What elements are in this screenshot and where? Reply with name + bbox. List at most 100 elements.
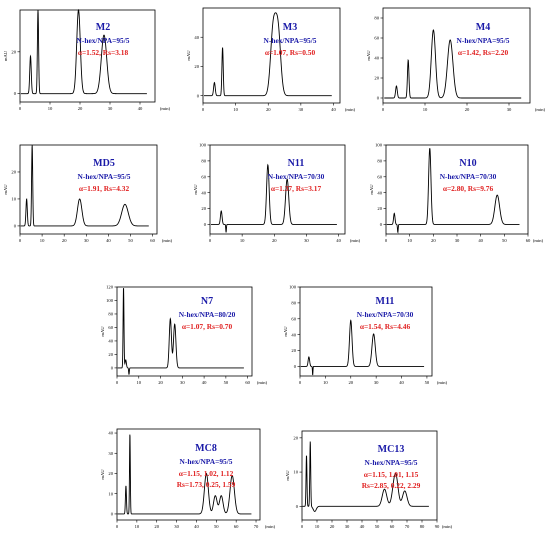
mobile-phase: N-hex/NPA=70/30	[357, 310, 414, 319]
x-tick-label: 10	[315, 524, 320, 529]
x-tick-label: 0	[19, 106, 22, 111]
x-tick-label: 20	[266, 107, 271, 112]
column-name: N11	[288, 158, 305, 169]
mobile-phase: N-hex/NPA=95/5	[365, 458, 418, 467]
separation-metrics: α=1.91, Rs=4.32	[79, 184, 130, 193]
x-tick-label: 20	[431, 238, 436, 243]
y-tick-label: 20	[201, 206, 206, 211]
x-tick-label: 10	[135, 524, 140, 529]
x-tick-label: 10	[323, 380, 328, 385]
y-tick-label: 80	[377, 158, 382, 163]
y-tick-label: 20	[291, 348, 296, 353]
x-axis-label: (min)	[533, 238, 544, 243]
x-tick-label: 10	[48, 106, 53, 111]
separation-metrics: α=1.07, Rs=0.50	[265, 48, 316, 57]
y-tick-label: 40	[194, 35, 199, 40]
column-name: MC13	[378, 444, 405, 455]
y-axis-label: mAU	[100, 469, 105, 480]
plot-frame	[116, 286, 253, 377]
y-tick-label: 20	[293, 435, 298, 440]
x-tick-label: 0	[116, 380, 119, 385]
x-tick-label: 70	[254, 524, 259, 529]
y-tick-label: 40	[108, 339, 113, 344]
plot-frame	[116, 428, 261, 521]
x-tick-label: 50	[375, 524, 380, 529]
y-tick-label: 0	[204, 222, 207, 227]
x-axis-label: (min)	[535, 107, 546, 112]
column-name: M4	[476, 22, 490, 33]
chromatogram-trace	[300, 319, 425, 376]
x-tick-label: 0	[299, 380, 302, 385]
y-tick-label: 0	[377, 96, 380, 101]
mobile-phase: N-hex/NPA=70/30	[440, 172, 497, 181]
x-tick-label: 40	[202, 380, 207, 385]
x-tick-label: 10	[240, 238, 245, 243]
chromatogram-trace	[117, 288, 244, 375]
x-axis-label: (min)	[257, 380, 268, 385]
y-tick-label: 80	[201, 158, 206, 163]
x-tick-label: 20	[78, 106, 83, 111]
y-tick-label: 20	[377, 206, 382, 211]
y-tick-label: 120	[106, 285, 114, 290]
x-tick-label: 40	[106, 238, 111, 243]
column-name: M3	[283, 22, 297, 33]
y-axis-label: mAU	[3, 50, 8, 61]
x-tick-label: 20	[465, 107, 470, 112]
x-tick-label: 30	[374, 380, 379, 385]
x-tick-label: 0	[116, 524, 119, 529]
y-tick-label: 20	[194, 64, 199, 69]
x-tick-label: 30	[299, 107, 304, 112]
chromatogram-mc8: 0 10 20 30 40 50 60 70 (min) 0 10 20 30 40 mAU MC8 N-hex…	[100, 428, 276, 529]
separation-metrics: α=2.80, Rs=9.76	[443, 184, 494, 193]
x-tick-label: 20	[272, 238, 277, 243]
chromatogram-trace	[20, 8, 147, 95]
x-tick-label: 60	[245, 380, 250, 385]
x-tick-label: 60	[150, 238, 155, 243]
y-tick-label: 40	[108, 431, 113, 436]
column-name: MC8	[195, 443, 217, 454]
y-tick-label: 0	[197, 93, 200, 98]
separation-metrics: α=1.07, Rs=0.70	[182, 322, 233, 331]
x-tick-label: 30	[304, 238, 309, 243]
mobile-phase: N-hex/NPA=95/5	[457, 36, 510, 45]
x-tick-label: 30	[108, 106, 113, 111]
y-tick-label: 20	[11, 49, 16, 54]
column-name: MD5	[93, 158, 115, 169]
chromatogram-m2: 0 10 20 30 40 (min)020mAUM2N-hex/NPA=95/5α=1.…	[3, 8, 171, 111]
chromatogram-m4: 0 10 20 30 (min) 0 20 40 60 80 mAU M4 N-hex/NPA=95/5…	[366, 7, 546, 112]
y-tick-label: 40	[201, 190, 206, 195]
y-tick-label: 40	[377, 190, 382, 195]
x-tick-label: 40	[331, 107, 336, 112]
x-tick-label: 0	[382, 107, 385, 112]
x-axis-label: (min)	[437, 380, 448, 385]
chromatogram-n11: 0 10 20 30 40 (min) 0 20 40 60 80 100 mAU N11 N-hex/NP…	[193, 143, 361, 243]
x-tick-label: 0	[385, 238, 388, 243]
column-name: N7	[201, 296, 213, 307]
x-tick-label: 40	[336, 238, 341, 243]
y-tick-label: 80	[108, 312, 113, 317]
x-axis-label: (min)	[442, 524, 453, 529]
x-tick-label: 10	[233, 107, 238, 112]
x-tick-label: 80	[420, 524, 425, 529]
x-tick-label: 20	[62, 238, 67, 243]
x-tick-label: 20	[158, 380, 163, 385]
y-tick-label: 10	[108, 491, 113, 496]
y-tick-label: 0	[380, 222, 383, 227]
plot-frame	[19, 144, 158, 235]
y-tick-label: 60	[291, 316, 296, 321]
x-tick-label: 50	[502, 238, 507, 243]
y-tick-label: 60	[201, 174, 206, 179]
mobile-phase: N-hex/NPA=95/5	[180, 457, 233, 466]
y-tick-label: 20	[108, 471, 113, 476]
x-tick-label: 90	[435, 524, 440, 529]
y-tick-label: 10	[293, 470, 298, 475]
y-axis-label: mAU	[283, 326, 288, 337]
y-tick-label: 100	[375, 143, 383, 148]
separation-metrics: α=1.42, Rs=2.20	[458, 48, 509, 57]
mobile-phase: N-hex/NPA=80/20	[179, 310, 236, 319]
plot-frame	[382, 7, 531, 104]
x-tick-label: 40	[138, 106, 143, 111]
x-tick-label: 30	[345, 524, 350, 529]
y-axis-label: mAU	[369, 184, 374, 195]
